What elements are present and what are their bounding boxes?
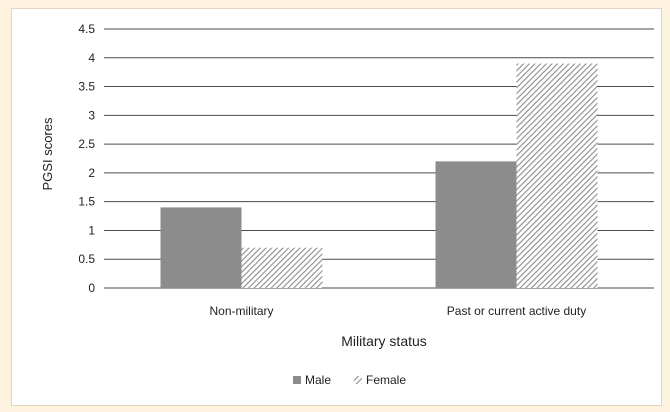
y-tick-label: 3.5 (78, 80, 95, 94)
y-tick-labels: 0 0.5 1 1.5 2 2.5 3 3.5 4 4.5 (78, 22, 95, 295)
chart-panel: 0 0.5 1 1.5 2 2.5 3 3.5 4 4.5 Non-military Past or… (11, 8, 662, 406)
x-tick-labels: Non-military Past or current active duty (209, 304, 586, 318)
y-tick-label: 1.5 (78, 195, 95, 209)
y-tick-label: 0.5 (78, 252, 95, 266)
legend-swatch-male (293, 376, 301, 384)
legend: Male Female (293, 373, 406, 387)
bar-male-1 (160, 207, 242, 288)
y-tick-label: 3 (88, 108, 95, 122)
y-tick-label: 2.5 (78, 137, 95, 151)
bar-male-2 (435, 161, 517, 288)
y-tick-label: 2 (88, 166, 95, 180)
x-tick-label: Non-military (209, 304, 273, 318)
legend-swatch-female (354, 376, 362, 384)
pgsi-bar-chart: 0 0.5 1 1.5 2 2.5 3 3.5 4 4.5 Non-military Past or… (40, 22, 654, 387)
legend-label-male: Male (305, 373, 331, 387)
bar-female-1 (241, 247, 323, 288)
y-tick-label: 0 (88, 281, 95, 295)
bars (160, 63, 598, 289)
y-axis-label: PGSI scores (40, 117, 55, 190)
x-tick-label: Past or current active duty (447, 304, 586, 318)
y-tick-label: 1 (88, 223, 95, 237)
y-tick-label: 4.5 (78, 22, 95, 36)
bar-female-2 (516, 63, 598, 289)
y-tick-label: 4 (88, 51, 95, 65)
legend-label-female: Female (366, 373, 406, 387)
x-axis-label: Military status (341, 333, 427, 349)
